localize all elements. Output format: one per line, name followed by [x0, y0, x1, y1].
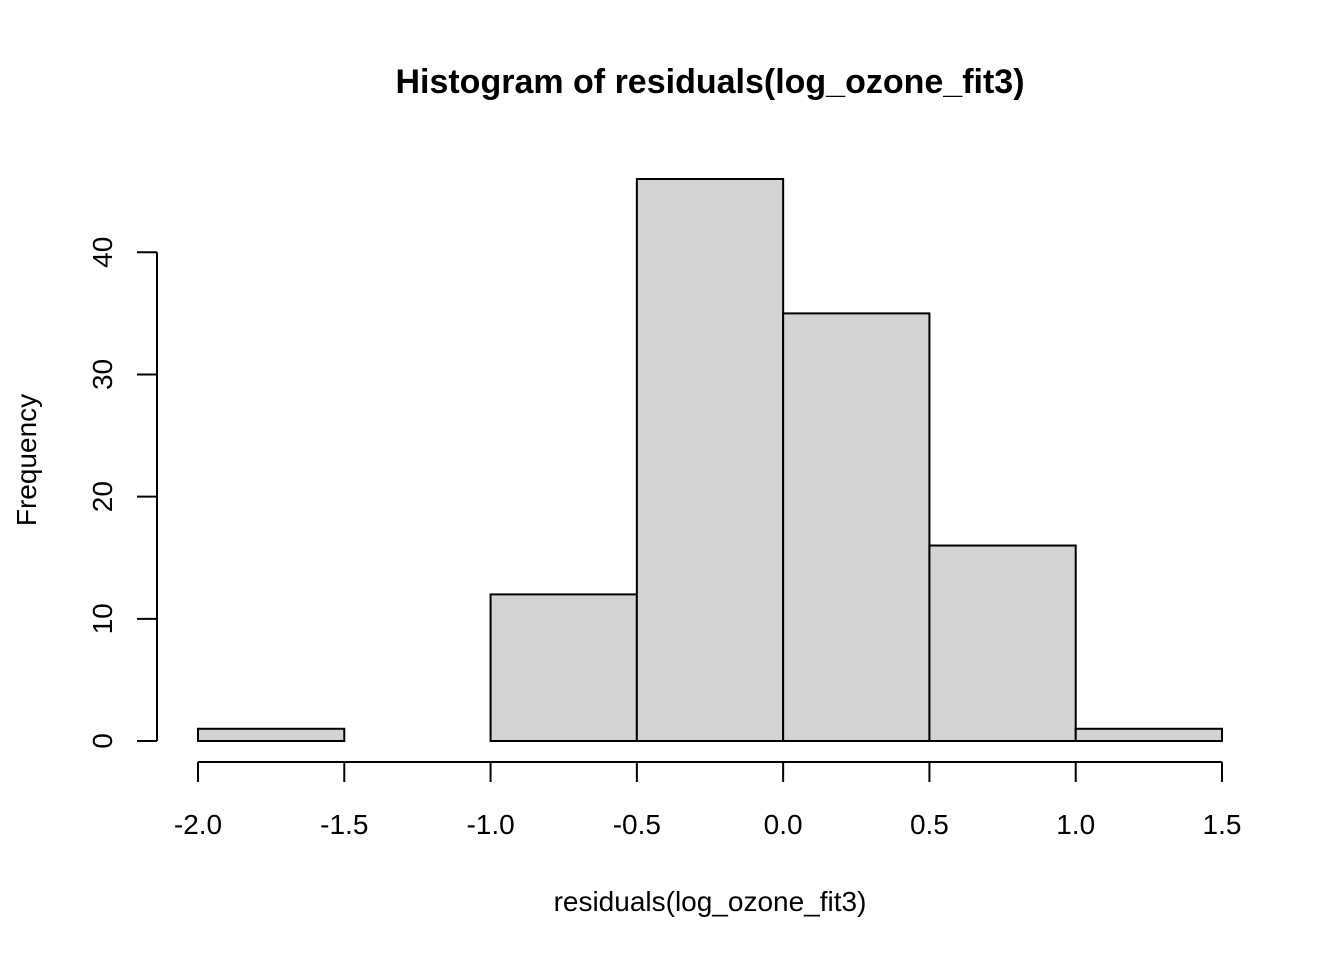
histogram-bar-4: [782, 312, 931, 742]
x-tick-label-6: 1.0: [1056, 809, 1095, 840]
histogram-bar-5: [928, 544, 1077, 742]
y-tick-label-2: 20: [87, 481, 118, 512]
histogram-bar-6: [1074, 727, 1223, 742]
x-tick-label-2: -1.0: [466, 809, 514, 840]
x-tick-label-0: -2.0: [174, 809, 222, 840]
chart-title: Histogram of residuals(log_ozone_fit3): [395, 63, 1024, 101]
y-axis: 0 10 20 30 40: [87, 237, 158, 749]
x-tick-label-5: 0.5: [910, 809, 949, 840]
y-tick-label-4: 40: [87, 237, 118, 268]
x-axis: -2.0 -1.5 -1.0 -0.5 0.0 0.5 1.0 1.5: [174, 761, 1242, 840]
histogram-bars: [197, 178, 1223, 742]
x-axis-label: residuals(log_ozone_fit3): [554, 886, 867, 917]
y-tick-label-1: 10: [87, 603, 118, 634]
y-tick-label-3: 30: [87, 359, 118, 390]
histogram-bar-2: [489, 593, 638, 742]
x-tick-label-7: 1.5: [1203, 809, 1242, 840]
histogram-bar-0: [197, 727, 346, 742]
x-tick-label-3: -0.5: [613, 809, 661, 840]
x-tick-label-4: 0.0: [764, 809, 803, 840]
y-tick-label-0: 0: [87, 733, 118, 749]
y-axis-label: Frequency: [11, 394, 42, 526]
histogram-bar-3: [635, 178, 785, 742]
x-tick-label-1: -1.5: [320, 809, 368, 840]
